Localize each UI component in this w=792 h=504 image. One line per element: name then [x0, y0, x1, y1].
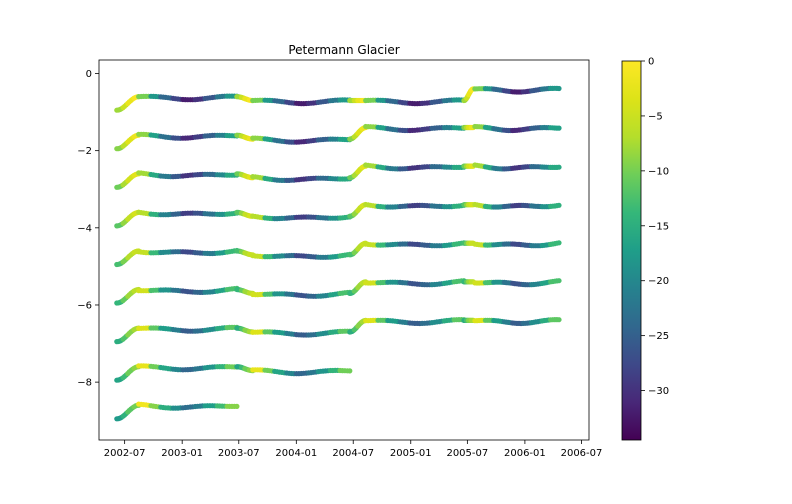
data-point [556, 164, 562, 170]
track-7 [114, 317, 562, 345]
track-6 [114, 278, 562, 306]
track-3 [114, 162, 562, 190]
track-5 [114, 240, 562, 268]
colorbar-ticks: 0 −5 −10 −15 −20 −25 −30 [641, 57, 669, 397]
y-tick-label: −4 [77, 223, 92, 234]
chart-title: Petermann Glacier [288, 43, 399, 57]
data-point [556, 85, 562, 92]
data-point [556, 202, 562, 208]
data-point [556, 125, 562, 131]
colorbar-tick-label: −15 [648, 221, 669, 232]
x-tick-label: 2003-01 [161, 448, 203, 459]
colorbar-tick-label: −10 [648, 166, 669, 177]
x-tick-label: 2006-07 [561, 448, 603, 459]
colorbar-tick-label: −30 [648, 386, 669, 397]
x-tick-label: 2002-07 [104, 448, 146, 459]
x-tick-label: 2004-07 [332, 448, 374, 459]
track-2 [114, 123, 562, 152]
colorbar [621, 60, 642, 441]
track-9 [114, 401, 240, 422]
plot-area [114, 85, 562, 422]
track-8 [114, 363, 353, 383]
colorbar-tick-label: −20 [648, 276, 669, 287]
y-tick-label: −8 [77, 378, 92, 389]
x-tick-label: 2005-01 [390, 448, 432, 459]
colorbar-tick-label: −5 [648, 111, 663, 122]
data-point [347, 368, 353, 374]
y-tick-label: 0 [86, 69, 92, 80]
colorbar-tick-label: 0 [648, 57, 654, 68]
y-tick-label: −6 [77, 300, 92, 311]
data-point [234, 403, 240, 409]
x-tick-label: 2006-01 [504, 448, 546, 459]
y-axis: 0 −2 −4 −6 −8 [77, 69, 99, 389]
y-tick-label: −2 [77, 146, 92, 157]
x-tick-label: 2004-01 [275, 448, 317, 459]
track-4 [114, 201, 562, 229]
track-1 [114, 85, 562, 113]
data-point [556, 240, 562, 246]
x-tick-label: 2005-07 [446, 448, 488, 459]
colorbar-gradient [621, 60, 642, 441]
data-point [556, 317, 562, 323]
plot-frame [98, 59, 590, 441]
x-tick-label: 2003-07 [218, 448, 260, 459]
x-axis: 2002-07 2003-01 2003-07 2004-01 2004-07 2005-… [104, 440, 603, 459]
data-point [556, 278, 562, 284]
colorbar-tick-label: −25 [648, 331, 669, 342]
